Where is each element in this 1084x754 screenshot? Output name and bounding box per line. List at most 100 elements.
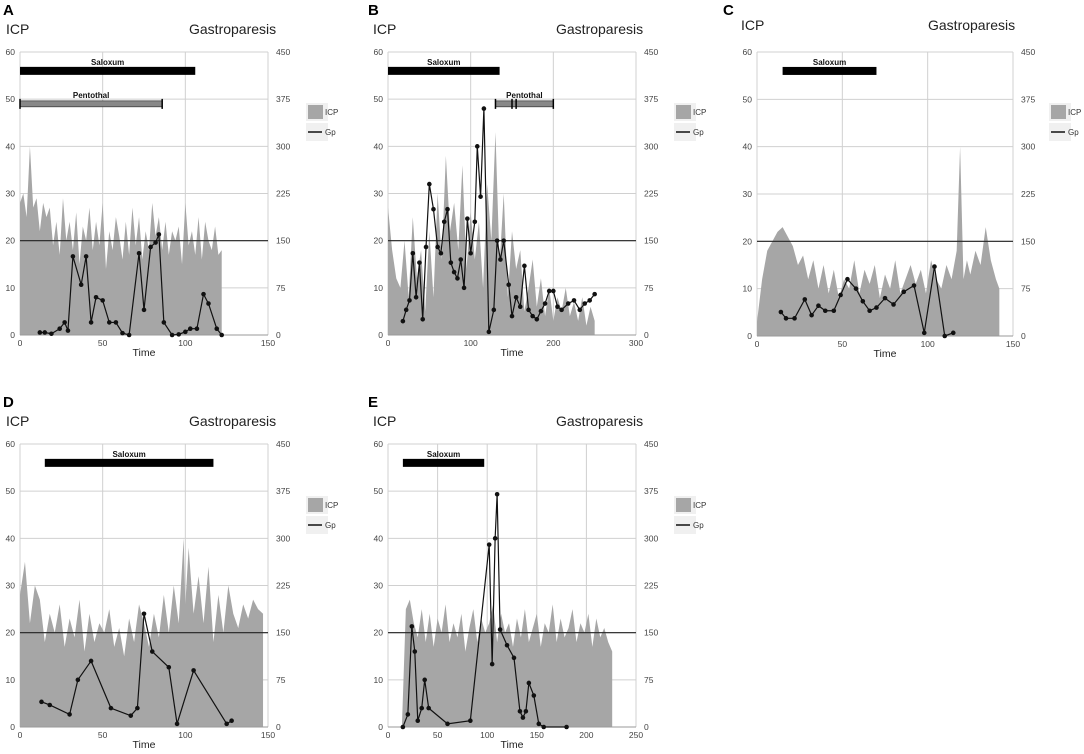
gp-point — [47, 702, 53, 708]
y-left-tick-label: 10 — [6, 283, 16, 293]
y-right-tick-label: 450 — [276, 439, 290, 449]
left-axis-title: ICP — [741, 17, 764, 33]
gp-point — [57, 326, 62, 332]
gp-point — [448, 260, 454, 265]
gp-point — [494, 238, 500, 243]
x-tick-label: 150 — [261, 730, 275, 740]
y-right-tick-label: 450 — [644, 47, 658, 57]
gp-point — [141, 611, 147, 617]
y-left-tick-label: 30 — [6, 189, 16, 199]
y-right-tick-label: 375 — [276, 486, 290, 496]
y-left-tick-label: 40 — [374, 533, 384, 543]
gp-point — [867, 308, 872, 314]
gp-point — [950, 330, 956, 336]
y-right-tick-label: 375 — [644, 486, 658, 496]
gp-point — [816, 303, 821, 309]
gp-point — [149, 649, 155, 654]
y-left-tick-label: 30 — [6, 581, 16, 591]
gp-point — [822, 308, 828, 314]
gp-point — [407, 298, 412, 303]
legend-label: Gp — [693, 521, 704, 530]
panel-letter: D — [3, 394, 14, 411]
gp-point — [492, 536, 498, 541]
legend: ICP Gp — [1049, 103, 1081, 141]
drug-bar-label: Saloxum — [813, 58, 846, 67]
icp-area — [388, 132, 595, 335]
y-right-tick-label: 0 — [644, 722, 649, 732]
gp-point — [542, 301, 548, 306]
gp-point — [423, 244, 429, 250]
legend-label: ICP — [325, 501, 338, 510]
y-left-tick-label: 40 — [374, 141, 384, 151]
y-right-tick-label: 225 — [644, 581, 658, 591]
gp-point — [534, 316, 540, 322]
gp-point — [148, 244, 153, 250]
gp-point — [400, 724, 406, 730]
gp-point — [191, 668, 196, 673]
y-left-tick-label: 40 — [6, 533, 16, 543]
gp-point — [778, 309, 784, 315]
drug-bar — [19, 100, 163, 108]
y-left-tick-label: 60 — [743, 47, 753, 57]
y-right-tick-label: 0 — [644, 330, 649, 340]
panel-letter: A — [3, 2, 14, 19]
gp-point — [504, 642, 510, 648]
y-left-tick-label: 60 — [6, 47, 16, 57]
y-left-tick-label: 60 — [374, 439, 384, 449]
y-right-tick-label: 225 — [276, 581, 290, 591]
y-right-tick-label: 75 — [1021, 284, 1031, 294]
gp-point — [75, 677, 81, 683]
y-left-tick-label: 10 — [374, 283, 384, 293]
y-right-tick-label: 375 — [644, 94, 658, 104]
x-tick-label: 100 — [921, 339, 935, 349]
right-axis-title: Gastroparesis — [556, 413, 643, 429]
gp-point — [526, 307, 531, 313]
x-tick-label: 300 — [629, 338, 643, 348]
y-right-tick-label: 225 — [1021, 189, 1035, 199]
panel-e: E ICP Gastroparesis Time Saloxum 0 10 20 30 4… — [368, 394, 706, 751]
gp-point — [135, 705, 140, 711]
gp-point — [166, 664, 172, 670]
gp-point — [409, 624, 415, 629]
gp-point — [489, 661, 495, 667]
gp-point — [422, 677, 428, 683]
legend: ICP Gp — [306, 496, 338, 534]
x-tick-label: 0 — [386, 338, 391, 348]
gp-point — [219, 332, 225, 338]
legend-swatch-area — [676, 105, 691, 119]
gp-point — [427, 181, 432, 187]
x-tick-label: 100 — [178, 338, 192, 348]
gp-point — [169, 332, 175, 338]
plot-area: Saloxum Pentothal 0 10 20 30 40 50 60 0 75 150 225 30… — [6, 47, 291, 348]
x-tick-label: 0 — [755, 339, 760, 349]
gp-point — [455, 276, 460, 281]
drug-bar — [782, 66, 877, 75]
x-tick-label: 0 — [18, 730, 23, 740]
gp-point — [461, 285, 467, 291]
gp-point — [838, 292, 843, 298]
y-right-tick-label: 150 — [1021, 236, 1035, 246]
gp-point — [435, 244, 440, 250]
gp-point — [42, 330, 48, 335]
y-left-tick-label: 20 — [374, 236, 384, 246]
icp-area — [757, 146, 1000, 336]
gp-point — [187, 326, 193, 332]
legend-label: Gp — [1068, 128, 1079, 137]
drug-bar-label: Pentothal — [506, 91, 542, 100]
gp-point — [403, 307, 409, 313]
gp-point — [932, 264, 937, 269]
drug-bar-label: Saloxum — [427, 450, 460, 459]
legend-label: Gp — [325, 521, 336, 530]
x-tick-label: 150 — [261, 338, 275, 348]
gp-point — [494, 492, 500, 497]
y-left-tick-label: 0 — [10, 330, 15, 340]
gp-point — [451, 269, 457, 275]
gp-point — [431, 206, 436, 212]
legend-label: ICP — [693, 108, 706, 117]
gp-point — [426, 705, 431, 711]
gp-point — [511, 655, 517, 661]
gp-point — [491, 307, 497, 313]
y-right-tick-label: 375 — [1021, 94, 1035, 104]
x-tick-label: 250 — [629, 730, 643, 740]
legend: ICP Gp — [306, 103, 338, 141]
